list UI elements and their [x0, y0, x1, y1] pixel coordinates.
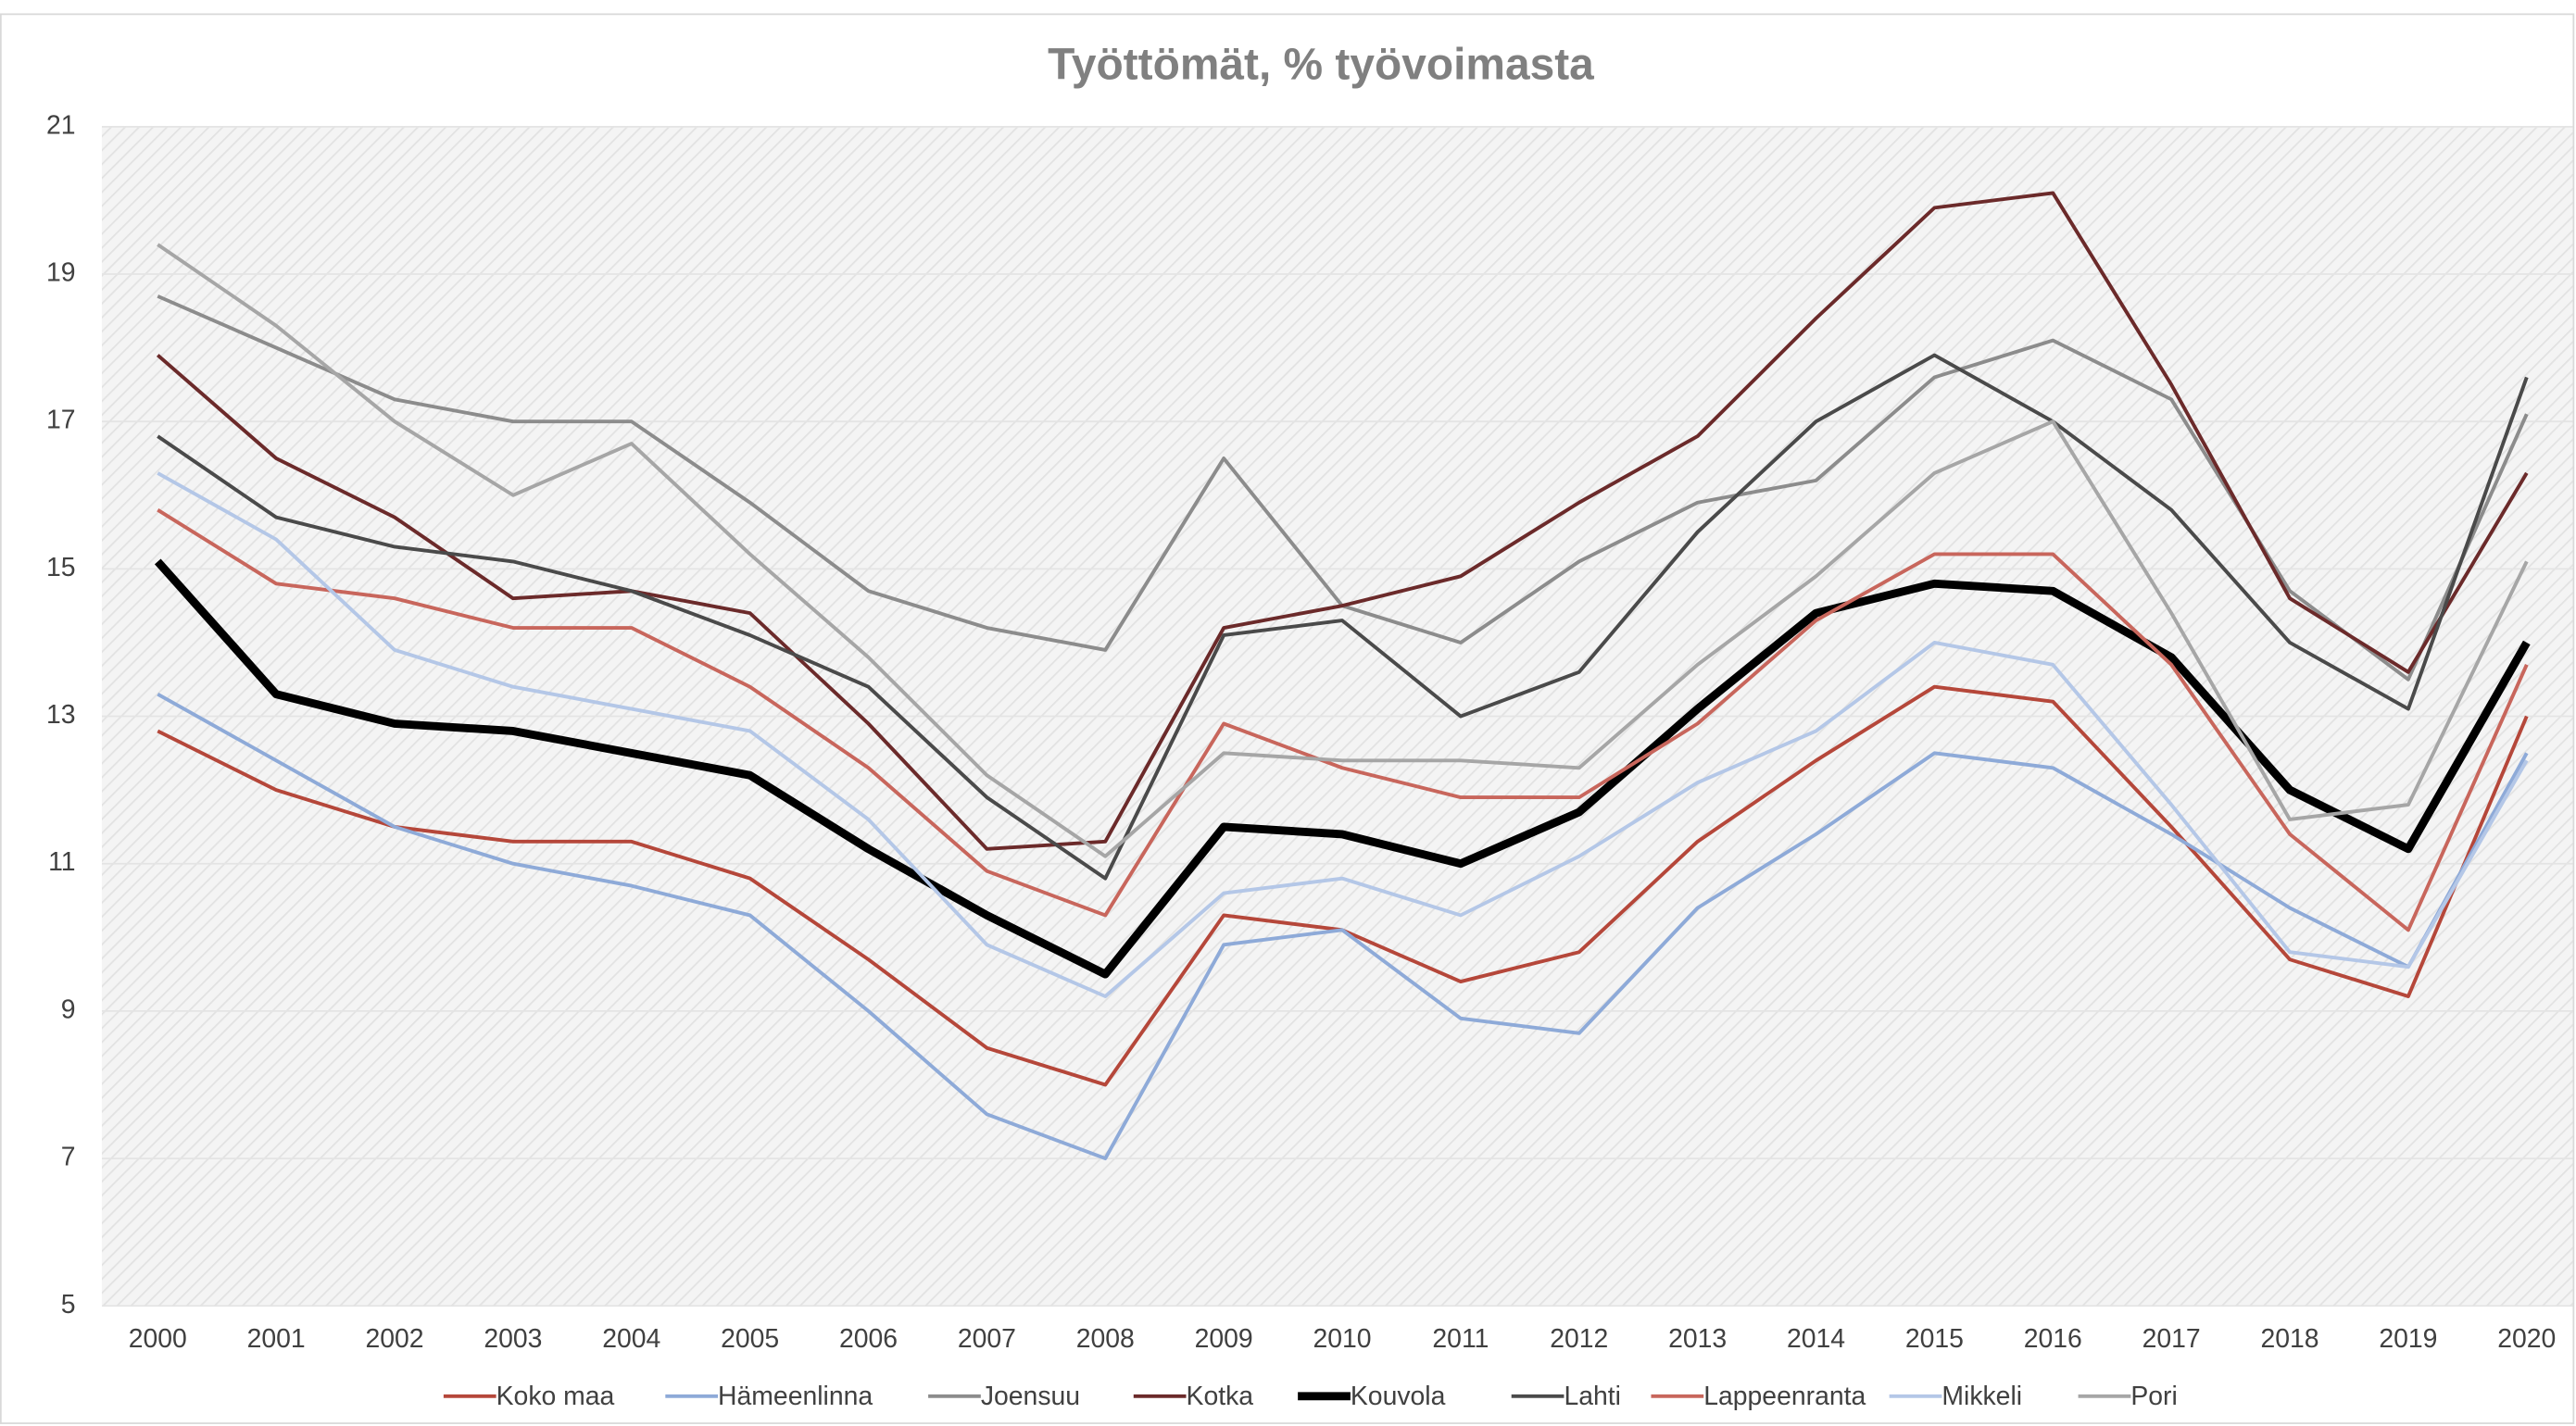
x-tick-label: 2008	[1076, 1324, 1135, 1354]
x-tick-label: 2020	[2497, 1324, 2556, 1354]
x-tick-label: 2006	[839, 1324, 898, 1354]
legend-label: Kouvola	[1351, 1382, 1446, 1411]
legend-label: Koko maa	[496, 1382, 615, 1411]
series-line	[157, 243, 2529, 858]
y-tick-label: 19	[46, 258, 76, 288]
x-tick-label: 2001	[247, 1324, 306, 1354]
x-tick-label: 2014	[1787, 1324, 1845, 1354]
y-tick-label: 17	[46, 406, 76, 435]
legend-label: Mikkeli	[1941, 1382, 2022, 1411]
x-tick-label: 2018	[2260, 1324, 2318, 1354]
x-tick-label: 2002	[365, 1324, 423, 1354]
y-tick-label: 7	[61, 1143, 76, 1172]
y-tick-label: 5	[61, 1290, 76, 1320]
legend-label: Kotka	[1187, 1382, 1254, 1411]
x-tick-label: 2019	[2379, 1324, 2437, 1354]
x-tick-label: 2004	[602, 1324, 660, 1354]
series-line	[157, 692, 2529, 1161]
x-tick-label: 2013	[1668, 1324, 1727, 1354]
x-tick-label: 2005	[721, 1324, 779, 1354]
legend-label: Lappeenranta	[1703, 1382, 1866, 1411]
x-tick-label: 2009	[1195, 1324, 1253, 1354]
legend-label: Pori	[2130, 1382, 2177, 1411]
series-line	[157, 353, 2529, 881]
series-line	[154, 558, 2531, 979]
series-line	[156, 191, 2529, 851]
x-tick-label: 2012	[1550, 1324, 1608, 1354]
y-tick-label: 9	[61, 994, 76, 1024]
y-tick-label: 21	[46, 110, 76, 140]
chart-title: Työttömät, % työvoimasta	[1048, 41, 1594, 90]
legend-label: Hämeenlinna	[718, 1382, 873, 1411]
x-tick-label: 2000	[129, 1324, 187, 1354]
y-tick-label: 11	[48, 847, 75, 877]
series-line	[157, 471, 2529, 998]
series-line	[157, 508, 2529, 932]
x-tick-label: 2015	[1905, 1324, 1964, 1354]
x-tick-label: 2007	[958, 1324, 1016, 1354]
legend-label: Lahti	[1564, 1382, 1621, 1411]
x-tick-label: 2011	[1432, 1324, 1489, 1354]
x-tick-label: 2003	[484, 1324, 542, 1354]
x-tick-label: 2017	[2142, 1324, 2201, 1354]
y-tick-label: 15	[46, 553, 76, 582]
x-tick-label: 2016	[2024, 1324, 2082, 1354]
x-tick-label: 2010	[1313, 1324, 1371, 1354]
legend-label: Joensuu	[981, 1382, 1080, 1411]
y-tick-label: 13	[46, 700, 76, 730]
